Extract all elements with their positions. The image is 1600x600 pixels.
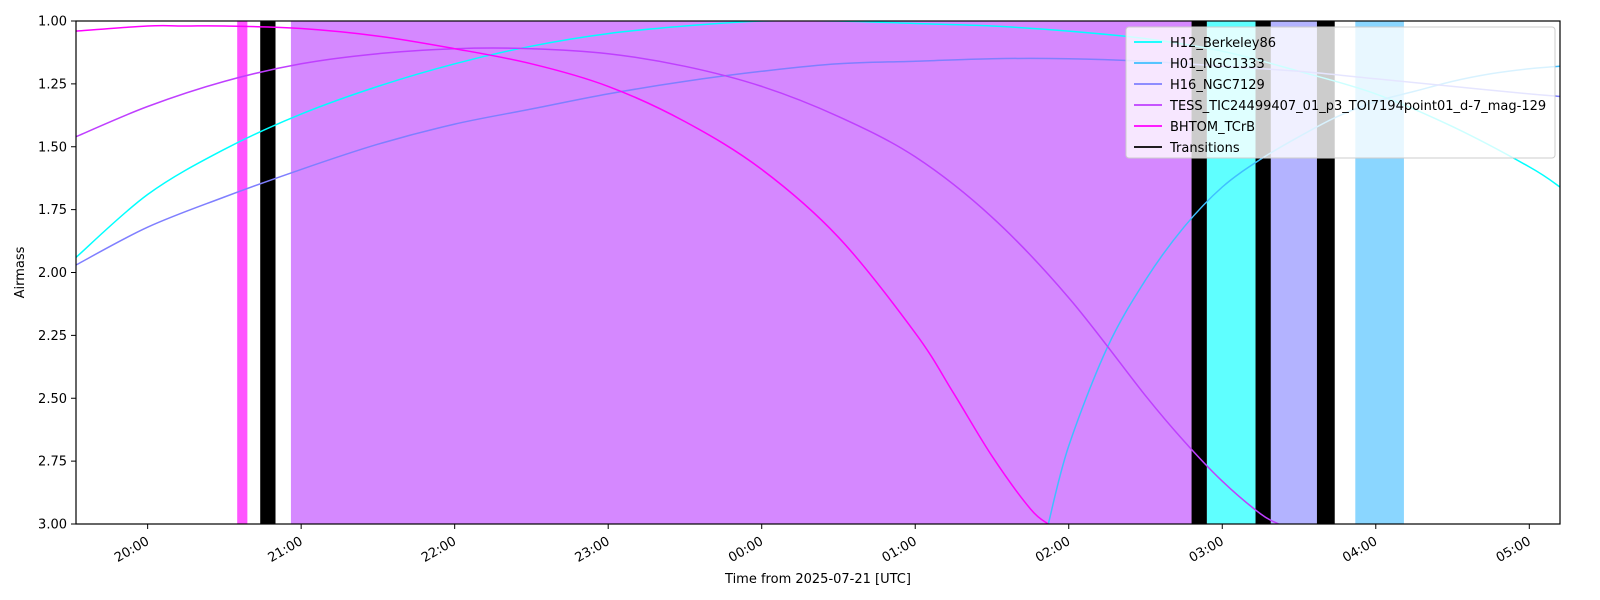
x-axis-label: Time from 2025-07-21 [UTC]: [724, 572, 911, 587]
x-tick-label: 23:00: [573, 534, 613, 566]
series-line-4: [76, 24, 1049, 524]
x-tick-label: 00:00: [726, 534, 766, 566]
legend-label: Transitions: [1169, 141, 1240, 156]
x-tick-label: 20:00: [112, 534, 152, 566]
x-tick-label: 05:00: [1494, 534, 1534, 566]
y-tick-label: 2.75: [38, 455, 67, 470]
y-tick-label: 2.00: [38, 266, 67, 281]
x-axis-ticks: 20:00 21:00 22:00 23:00 00:00 01:00 02:00 03:00…: [112, 524, 1534, 566]
time-band: [247, 21, 261, 524]
legend-label: H16_NGC7129: [1170, 78, 1265, 93]
y-axis-label: Airmass: [13, 246, 28, 298]
time-band: [260, 21, 276, 524]
y-tick-label: 1.25: [38, 77, 67, 92]
y-tick-label: 1.50: [38, 140, 67, 155]
y-tick-label: 3.00: [38, 518, 67, 533]
time-band: [275, 21, 291, 524]
y-axis-ticks: 1.00 1.25 1.50 1.75 2.00 2.25 2.50 2.75 3.00: [38, 15, 76, 533]
y-tick-label: 2.50: [38, 392, 67, 407]
x-tick-label: 02:00: [1033, 534, 1073, 566]
legend-box: [1125, 26, 1556, 159]
legend-label: H01_NGC1333: [1170, 57, 1265, 72]
legend-label: H12_Berkeley86: [1170, 36, 1276, 51]
y-tick-label: 1.75: [38, 203, 67, 218]
time-band: [290, 21, 1192, 524]
legend-label: TESS_TIC24499407_01_p3_TOI7194point01_d-…: [1169, 99, 1546, 114]
legend-label: BHTOM_TCrB: [1170, 120, 1255, 135]
legend: H12_Berkeley86 H01_NGC1333 H16_NGC7129 TESS…: [1125, 26, 1556, 159]
x-tick-label: 22:00: [419, 534, 459, 566]
y-tick-label: 2.25: [38, 329, 67, 344]
x-tick-label: 21:00: [266, 534, 306, 566]
time-band: [237, 21, 248, 524]
y-tick-label: 1.00: [38, 15, 67, 30]
series-line-3: [76, 47, 1279, 524]
x-tick-label: 03:00: [1187, 534, 1227, 566]
x-tick-label: 01:00: [880, 534, 920, 566]
x-tick-label: 04:00: [1340, 534, 1380, 566]
